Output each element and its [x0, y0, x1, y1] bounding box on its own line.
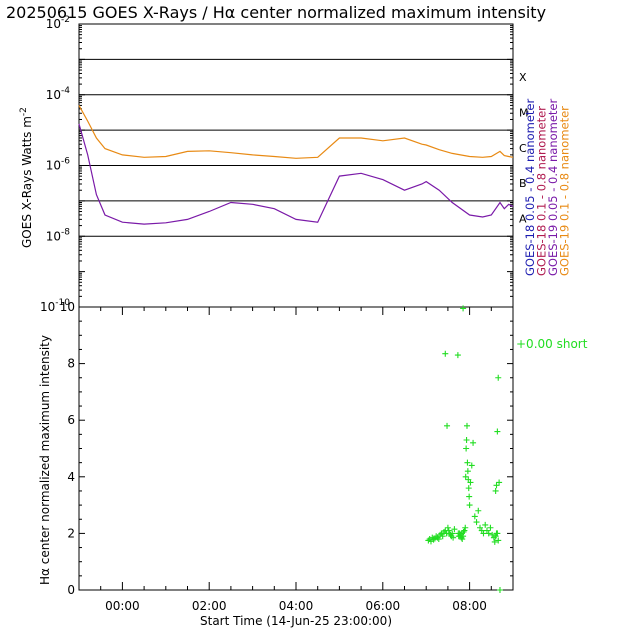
halpha-data-point — [471, 513, 478, 520]
halpha-data-point — [491, 538, 498, 545]
halpha-data-point — [461, 527, 468, 534]
halpha-data-point — [460, 305, 467, 312]
halpha-data-point — [496, 479, 503, 486]
xray-y-tick-label: 10-4 — [46, 86, 71, 102]
halpha-data-point — [480, 530, 487, 537]
halpha-data-point — [444, 422, 451, 429]
halpha-data-point — [494, 428, 501, 435]
halpha-data-point — [451, 526, 458, 533]
halpha-y-tick-label: 2 — [67, 526, 75, 540]
halpha-x-axis-ticks: 00:00 02:00 04:00 06:00 08:00 — [100, 307, 492, 613]
halpha-data-point — [473, 519, 480, 526]
halpha-y-tick-label: 0 — [67, 583, 75, 597]
halpha-data-point — [439, 533, 446, 540]
halpha-x-axis-label: Start Time (14-Jun-25 23:00:00) — [200, 614, 392, 628]
halpha-y-tick-label: 8 — [67, 357, 75, 371]
halpha-data-point — [440, 528, 447, 535]
halpha-data-point — [433, 533, 440, 540]
halpha-data-point — [495, 374, 502, 381]
halpha-data-point — [430, 536, 437, 543]
halpha-data-point — [454, 352, 461, 359]
flare-class-label: X — [519, 71, 527, 84]
halpha-x-tick-label: 04:00 — [279, 599, 314, 613]
xray-series-lines — [78, 105, 514, 225]
chart-title: 20250615 GOES X-Rays / Hα center normali… — [6, 3, 546, 22]
xray-series-line — [78, 105, 514, 159]
halpha-x-tick-label: 06:00 — [366, 599, 401, 613]
halpha-data-point — [485, 530, 492, 537]
halpha-data-point — [465, 485, 472, 492]
halpha-data-point — [492, 487, 499, 494]
halpha-data-point — [493, 482, 500, 489]
halpha-data-point — [438, 530, 445, 537]
halpha-data-point — [470, 439, 477, 446]
halpha-data-point — [449, 530, 456, 537]
halpha-y-tick-label: 6 — [67, 413, 75, 427]
halpha-data-point — [468, 462, 475, 469]
halpha-data-point — [442, 350, 449, 357]
halpha-data-point — [463, 445, 470, 452]
xray-y-axis-label: GOES X-Rays Watts m-2 — [19, 107, 34, 248]
halpha-data-point — [496, 587, 503, 593]
halpha-data-point — [495, 537, 502, 544]
halpha-data-point — [464, 459, 471, 466]
flare-class-label: M — [519, 106, 529, 119]
halpha-data-point — [460, 528, 467, 535]
halpha-data-point — [463, 422, 470, 429]
halpha-data-point — [482, 521, 489, 528]
halpha-data-point — [445, 527, 452, 534]
halpha-y-axis-ticks: 0 2 4 6 8 10 — [60, 300, 513, 597]
xray-y-axis-ticks: 10-10 10-8 10-6 10-4 10-2 — [40, 15, 513, 314]
legend-entry: GOES-18 0.05 - 0.4 nanometer — [523, 99, 537, 277]
halpha-data-point — [462, 473, 469, 480]
halpha-x-tick-label: 08:00 — [452, 599, 487, 613]
halpha-data-point — [437, 531, 444, 538]
halpha-data-point — [450, 534, 457, 541]
legend-entry: GOES-18 0.1 - 0.8 nanometer — [535, 106, 549, 276]
halpha-data-point — [463, 437, 470, 444]
halpha-data-point — [464, 468, 471, 475]
xray-y-tick-label: 10-2 — [46, 15, 70, 31]
halpha-panel: 0 2 4 6 8 10 00:00 02:00 04:00 06:00 08:00 Hα cen… — [38, 300, 588, 628]
xray-y-tick-label: 10-8 — [46, 227, 71, 243]
flare-class-label: B — [519, 177, 527, 190]
halpha-data-point — [444, 524, 451, 531]
legend-entry: GOES-19 0.1 - 0.8 nanometer — [558, 106, 572, 276]
xray-y-tick-label: 10-10 — [40, 298, 70, 314]
xray-threshold-lines — [79, 58, 513, 237]
halpha-data-point — [425, 537, 432, 544]
halpha-x-tick-label: 02:00 — [192, 599, 227, 613]
legend-entry: GOES-19 0.05 - 0.4 nanometer — [546, 99, 560, 277]
halpha-y-tick-label: 4 — [67, 470, 75, 484]
halpha-data-point — [435, 536, 442, 543]
xray-series-line — [78, 123, 514, 225]
halpha-data-point — [462, 524, 469, 531]
halpha-data-point — [434, 534, 441, 541]
halpha-x-tick-label: 00:00 — [105, 599, 140, 613]
flare-class-label: C — [519, 142, 527, 155]
halpha-annotation: +0.00 short — [516, 337, 588, 351]
halpha-data-point — [466, 493, 473, 500]
xray-panel: 10-10 10-8 10-6 10-4 10-2 A B C M X GOES X-Rays … — [19, 15, 572, 314]
halpha-data-point — [487, 524, 494, 531]
flare-class-labels: A B C M X — [519, 71, 529, 226]
halpha-data-point — [467, 479, 474, 486]
halpha-y-axis-label: Hα center normalized maximum intensity — [38, 335, 52, 585]
halpha-data-point — [494, 530, 501, 537]
xray-y-tick-label: 10-6 — [46, 157, 71, 173]
flare-class-label: A — [519, 213, 527, 226]
halpha-y-tick-label: 10 — [60, 300, 75, 314]
halpha-data-point — [466, 502, 473, 509]
halpha-scatter-points — [425, 305, 503, 593]
halpha-data-point — [475, 507, 482, 514]
